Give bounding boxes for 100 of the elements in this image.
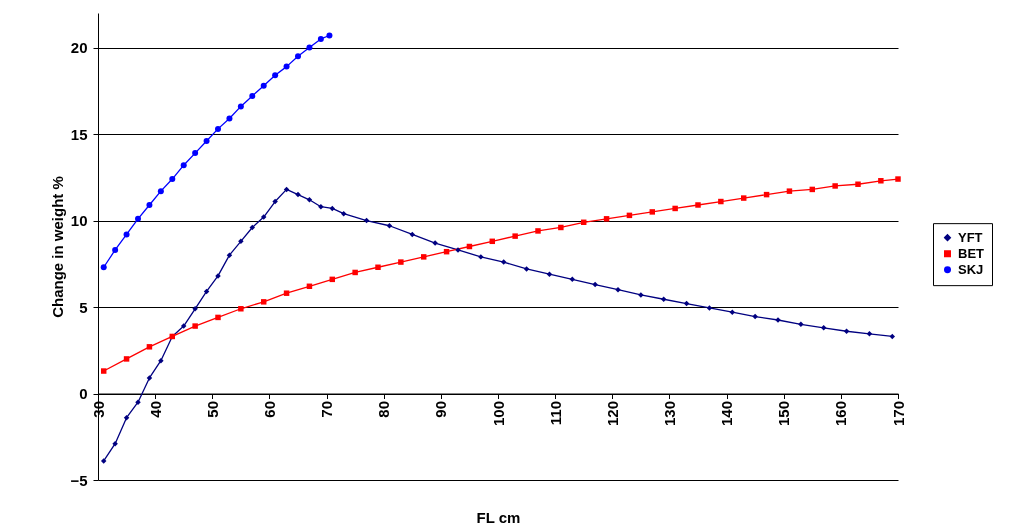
- point: [329, 205, 336, 212]
- point: [123, 356, 130, 362]
- point: [420, 254, 427, 260]
- point: [283, 63, 290, 70]
- y-tick-label: 10: [70, 212, 88, 230]
- point: [798, 321, 804, 328]
- point: [295, 191, 301, 198]
- legend-label: BET: [958, 245, 985, 261]
- point: [146, 201, 153, 208]
- point: [740, 195, 747, 201]
- point: [409, 231, 416, 238]
- point: [375, 264, 381, 270]
- point: [203, 138, 210, 144]
- point: [878, 178, 884, 184]
- point: [238, 238, 244, 245]
- x-tick-label: 60: [260, 401, 278, 418]
- point: [158, 357, 164, 364]
- y-tick-label: −5: [70, 471, 88, 489]
- point: [146, 375, 153, 381]
- point: [695, 202, 701, 208]
- x-tick-label: 70: [318, 401, 336, 418]
- point: [889, 333, 896, 340]
- point: [386, 223, 393, 229]
- point: [295, 53, 301, 60]
- point: [603, 216, 610, 222]
- y-tick-label: 0: [79, 385, 88, 403]
- point: [535, 228, 541, 234]
- point: [192, 306, 198, 312]
- x-tick-label: 170: [889, 401, 907, 427]
- point: [832, 183, 838, 189]
- y-tick-label: 20: [70, 39, 88, 57]
- point: [215, 314, 221, 321]
- point: [649, 209, 656, 215]
- point: [398, 259, 404, 265]
- point: [123, 414, 130, 421]
- point: [523, 266, 530, 272]
- point: [260, 299, 267, 305]
- x-tick-label: 90: [432, 401, 450, 418]
- point: [180, 323, 187, 329]
- x-tick-label: 120: [603, 401, 621, 427]
- legend-label: YFT: [958, 229, 983, 245]
- point: [478, 254, 484, 260]
- point: [512, 233, 518, 239]
- point: [306, 44, 313, 51]
- point: [729, 309, 736, 315]
- point: [112, 246, 119, 253]
- point: [100, 458, 107, 464]
- point: [615, 287, 621, 293]
- point: [237, 103, 244, 110]
- point: [592, 281, 598, 288]
- point: [820, 325, 827, 331]
- point: [146, 344, 153, 350]
- y-tick-label: 5: [79, 298, 88, 316]
- point: [123, 231, 130, 238]
- y-tick-label: 15: [70, 125, 88, 143]
- point: [135, 215, 141, 222]
- x-tick-label: 100: [489, 401, 507, 427]
- x-tick-label: 140: [718, 401, 736, 427]
- legend-label: SKJ: [958, 261, 984, 277]
- point: [215, 125, 221, 132]
- point: [855, 181, 861, 187]
- point: [752, 313, 758, 320]
- point: [672, 205, 678, 212]
- point: [352, 269, 358, 276]
- point: [112, 440, 118, 447]
- point: [260, 82, 267, 89]
- point: [192, 323, 198, 329]
- point: [157, 188, 164, 195]
- point: [272, 198, 278, 205]
- point: [660, 296, 667, 302]
- x-tick-label: 110: [546, 401, 564, 426]
- point: [569, 276, 576, 283]
- point: [249, 93, 256, 100]
- x-tick-label: 150: [775, 401, 793, 427]
- point: [238, 306, 244, 312]
- point: [546, 271, 553, 277]
- point: [100, 264, 107, 271]
- point: [260, 214, 267, 220]
- point: [786, 188, 793, 194]
- point: [843, 328, 850, 334]
- point: [718, 198, 724, 205]
- point: [706, 305, 713, 311]
- point: [180, 162, 187, 169]
- point: [318, 203, 324, 210]
- point: [317, 35, 324, 42]
- x-axis-title: FL cm: [476, 508, 521, 526]
- x-tick-label: 130: [660, 401, 678, 427]
- point: [866, 331, 873, 337]
- x-tick-label: 160: [832, 401, 850, 427]
- y-axis-title: Change in weight %: [49, 176, 67, 318]
- point: [249, 224, 256, 231]
- point: [283, 290, 290, 296]
- point: [895, 176, 901, 182]
- point: [326, 32, 333, 39]
- x-tick-label: 50: [203, 401, 221, 418]
- point: [272, 72, 279, 79]
- point: [226, 115, 233, 122]
- point: [340, 210, 347, 217]
- x-tick-label: 80: [375, 401, 393, 418]
- point: [226, 252, 233, 258]
